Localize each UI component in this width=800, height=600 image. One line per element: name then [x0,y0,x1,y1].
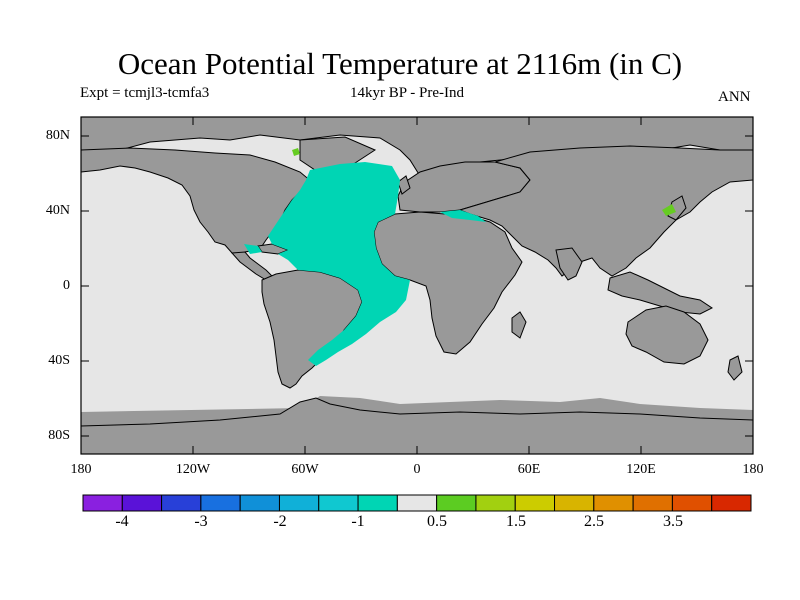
land-india [555,247,583,281]
colorbar-label: 2.5 [584,513,604,530]
colorbar-swatch [593,494,634,512]
colorbar-swatch [514,494,556,512]
colorbar-swatch [82,494,123,512]
colorbar-label: -2 [273,513,287,530]
land-british-isles [397,175,411,195]
colorbar-swatch [121,494,163,512]
colorbar-swatch [278,494,320,512]
japan-sea-warm-anomaly [662,204,676,216]
map-title: Ocean Potential Temperature at 2116m (in… [117,46,683,81]
lon-label-0: 0 [413,462,421,477]
lon-label-120w: 120W [175,462,211,477]
colorbar-swatch [239,494,280,512]
lon-label-180e: 180 [742,462,764,477]
colorbar-swatch [554,494,595,512]
land-maritime-continent [607,271,713,315]
land-madagascar [511,311,527,339]
arctic-warm-anomaly [292,148,300,156]
colorbar-swatch [711,494,752,512]
map-content [81,117,753,454]
lat-label-40n: 40N [45,203,70,218]
colorbar-label: 1.5 [506,513,526,530]
lon-label-180w: 180 [70,462,92,477]
lat-label-0: 0 [63,278,70,293]
colorbar-swatch [475,494,516,512]
colorbar-label: -3 [194,513,208,530]
land-antarctica [81,397,753,454]
mediterranean-cool-anomaly [440,210,486,222]
colorbar-swatch [357,494,398,512]
colorbar-swatch [161,494,202,512]
colorbar [82,494,752,512]
colorbar-swatch [396,494,438,512]
lat-ticks [81,135,753,437]
lat-label-40s: 40S [48,353,70,368]
land-australia [625,305,709,365]
colorbar-label: -4 [115,513,129,530]
lat-label-80n: 80N [45,128,70,143]
gulf-cool-anomaly [244,244,262,254]
colorbar-label: -1 [351,513,365,530]
colorbar-label: 3.5 [663,513,683,530]
colorbar-label: 0.5 [427,513,447,530]
colorbar-swatch [318,494,359,512]
lon-label-60e: 60E [517,462,541,477]
atlantic-cool-anomaly [268,162,410,366]
lon-ticks [192,117,642,454]
experiment-label: Expt = tcmjl3-tcmfa3 [80,85,210,101]
colorbar-swatch [200,494,241,512]
lon-label-60w: 60W [291,462,319,477]
lat-label-80s: 80S [48,428,70,443]
colorbar-swatch [632,494,673,512]
lon-label-120e: 120E [626,462,656,477]
colorbar-swatch [436,494,477,512]
period-label: 14kyr BP - Pre-Ind [350,85,465,101]
land-new-zealand [727,355,743,381]
colorbar-swatch [671,494,713,512]
season-label: ANN [718,89,751,105]
